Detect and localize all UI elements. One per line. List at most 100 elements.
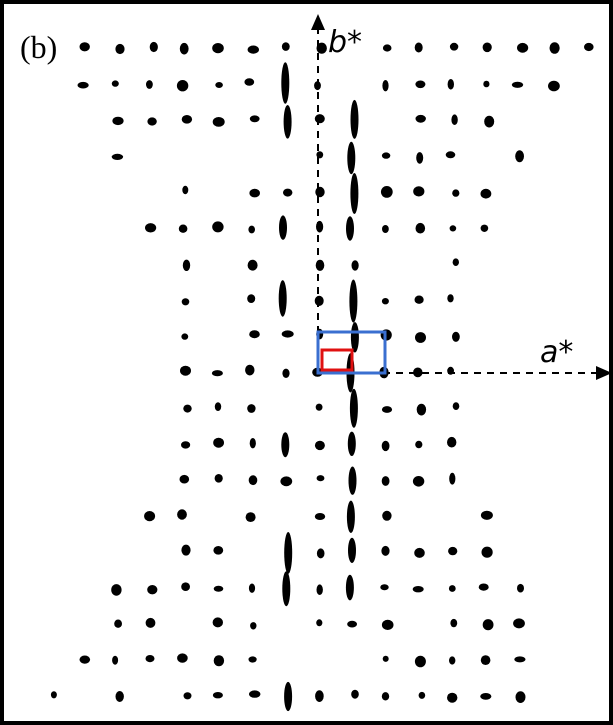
spot	[517, 584, 524, 593]
spot	[351, 100, 359, 139]
spot	[514, 656, 525, 662]
spot	[315, 114, 325, 123]
spot	[352, 260, 359, 270]
spot	[450, 43, 458, 51]
spot	[247, 404, 255, 413]
spot	[179, 225, 188, 233]
spot	[513, 618, 525, 628]
spot	[382, 441, 390, 451]
spot	[447, 437, 456, 448]
spot	[249, 189, 260, 198]
spot	[516, 691, 526, 703]
spot	[349, 280, 357, 323]
spot	[183, 405, 191, 413]
spot	[246, 512, 256, 522]
spot	[351, 690, 359, 699]
spot	[449, 473, 455, 485]
spot	[146, 618, 156, 628]
spot	[51, 691, 57, 698]
spot	[351, 322, 359, 352]
spot	[315, 513, 325, 520]
spot	[249, 656, 257, 662]
spot	[381, 546, 389, 556]
spot	[147, 585, 157, 594]
spot	[449, 585, 456, 592]
spot	[416, 115, 426, 123]
spot	[112, 80, 119, 86]
spot	[249, 584, 255, 593]
spot	[380, 584, 388, 590]
spot	[317, 584, 323, 595]
spot	[250, 115, 260, 122]
spot	[346, 216, 354, 240]
spot	[452, 332, 460, 342]
spot	[116, 691, 124, 702]
spot	[215, 474, 223, 483]
spot	[112, 656, 118, 665]
spot	[244, 78, 254, 85]
spot	[415, 656, 426, 668]
spot	[114, 620, 122, 628]
spot	[382, 152, 390, 158]
spot	[182, 115, 192, 124]
spot	[415, 81, 425, 89]
spot	[483, 81, 489, 88]
spot	[213, 546, 223, 555]
spot	[177, 80, 188, 91]
spot	[383, 44, 392, 51]
spot	[382, 692, 389, 700]
spot	[346, 575, 354, 601]
spot	[144, 511, 155, 521]
spot	[180, 43, 189, 55]
spot	[247, 294, 255, 303]
spot	[349, 467, 357, 495]
spot	[317, 475, 325, 481]
spot	[177, 653, 188, 662]
spot	[483, 619, 494, 630]
spot	[450, 225, 457, 231]
spot	[177, 509, 187, 519]
spot	[249, 330, 260, 338]
spot	[382, 406, 392, 413]
spot	[479, 584, 489, 591]
spot	[250, 622, 256, 629]
spot	[214, 586, 224, 592]
spot	[453, 258, 459, 266]
spot	[284, 105, 292, 139]
spot	[281, 62, 289, 104]
spot	[280, 476, 292, 486]
spot	[453, 402, 460, 410]
spot	[80, 42, 90, 51]
spot	[413, 186, 424, 196]
spot	[419, 692, 426, 699]
spot	[212, 370, 223, 376]
spot	[212, 43, 224, 53]
spot	[347, 621, 357, 628]
spot	[315, 296, 324, 306]
spot	[78, 82, 89, 89]
spot	[512, 82, 523, 88]
spot	[448, 79, 454, 90]
spot	[452, 189, 459, 196]
spot	[482, 547, 493, 558]
frame	[2, 2, 611, 723]
spot	[249, 475, 258, 485]
spot	[214, 655, 224, 666]
spot	[413, 476, 424, 487]
spot	[414, 548, 425, 558]
spot	[416, 223, 426, 234]
spot	[112, 154, 123, 160]
spot	[451, 114, 457, 125]
spot	[481, 189, 492, 199]
spot	[382, 511, 391, 521]
spot	[181, 582, 190, 591]
spot	[415, 332, 426, 343]
spot	[316, 619, 322, 626]
spot	[150, 42, 158, 52]
spot	[315, 441, 325, 450]
spot	[147, 117, 156, 125]
spot	[517, 43, 528, 53]
b-axis-label: b*	[328, 25, 362, 60]
spot	[483, 43, 492, 53]
spot	[347, 501, 355, 533]
